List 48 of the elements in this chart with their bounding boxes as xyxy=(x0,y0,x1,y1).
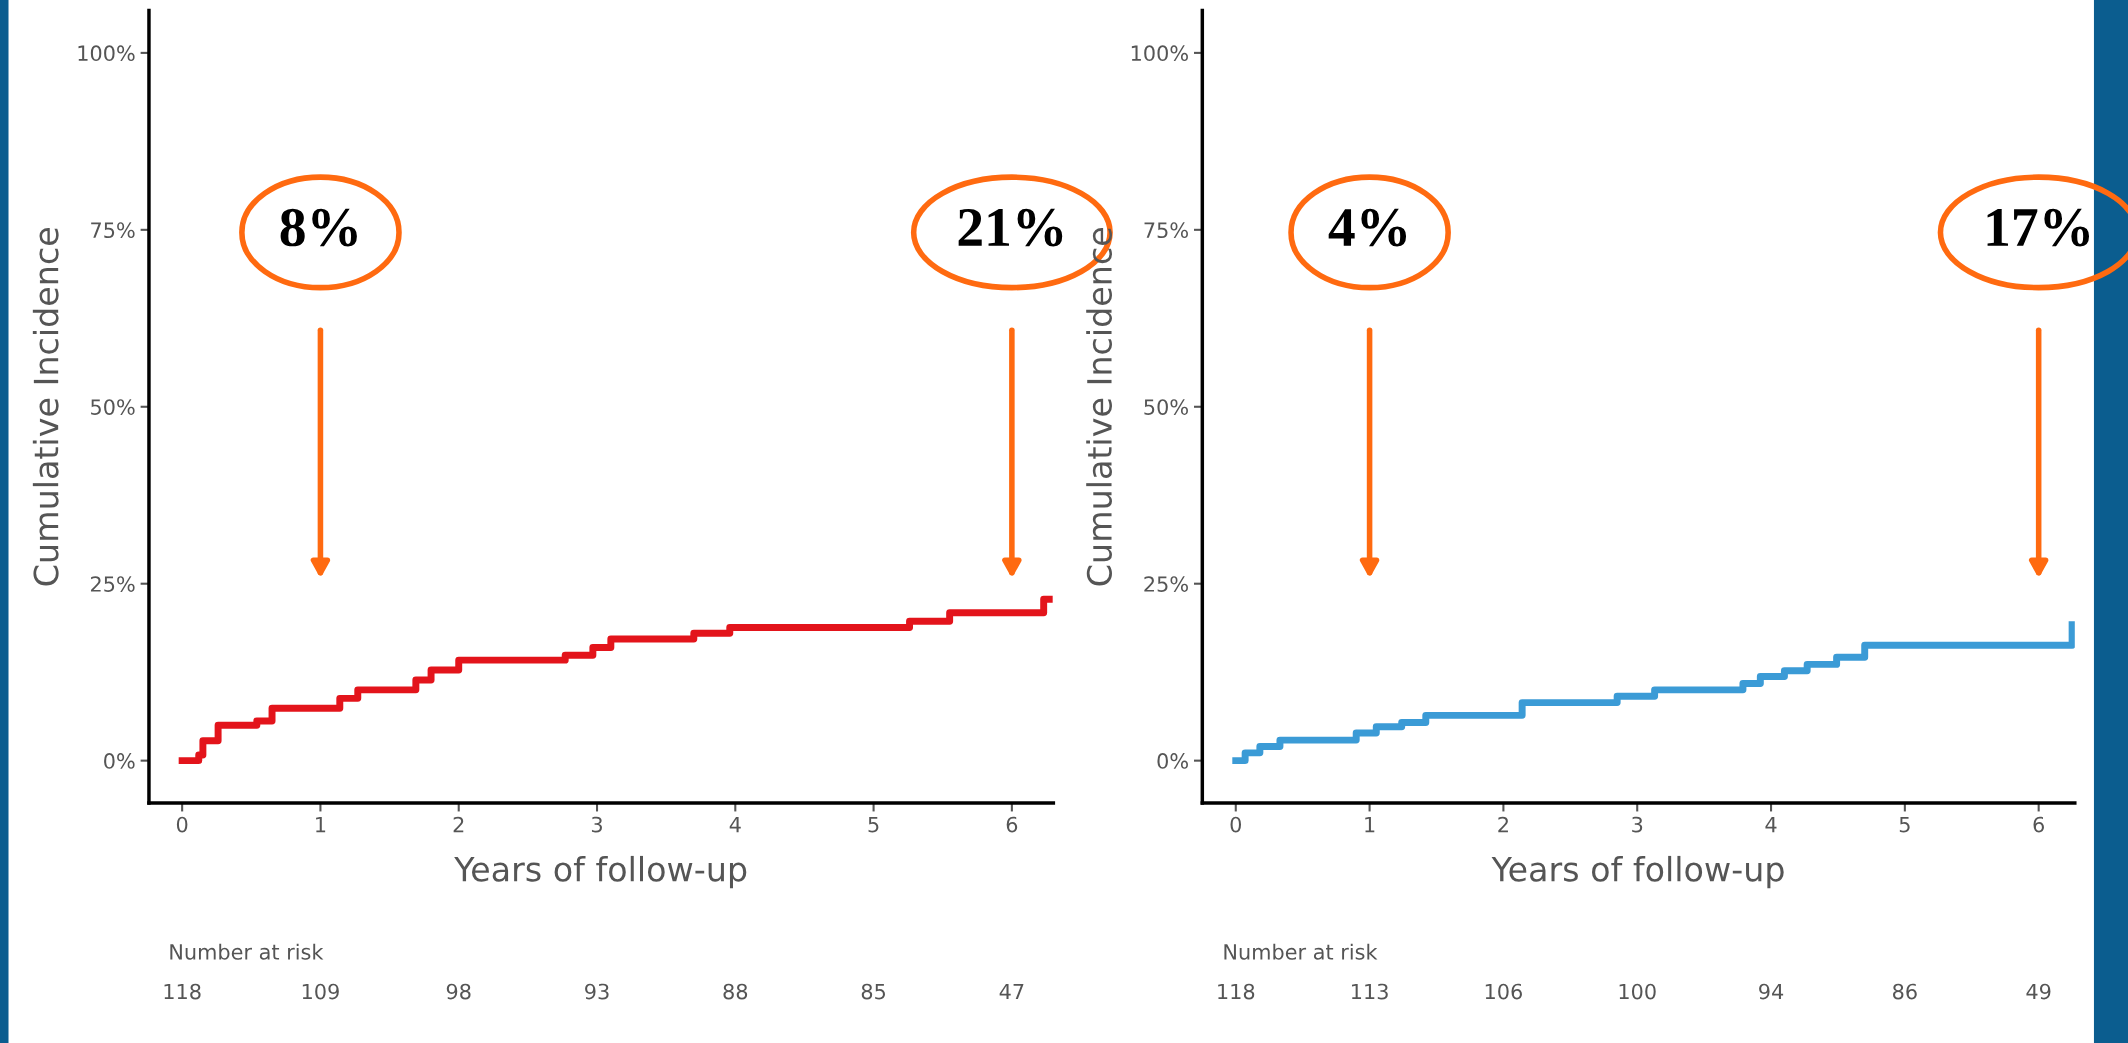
text: 85 xyxy=(861,983,886,1000)
text: 109 xyxy=(302,983,339,1000)
y-tick-label: 50% xyxy=(1144,399,1188,415)
x-tick-label: 0 xyxy=(176,816,188,833)
x-tick-label: 3 xyxy=(591,816,602,833)
y-axis-title: Cumulative Incidence xyxy=(32,228,59,586)
x-tick-label: 6 xyxy=(1006,816,1018,833)
x-tick-label: 2 xyxy=(453,816,464,833)
y-tick-label: 75% xyxy=(91,222,135,239)
text: 118 xyxy=(164,983,201,1000)
annotation: 4% xyxy=(1328,208,1407,247)
x-tick-label: 5 xyxy=(868,816,879,833)
text: 47 xyxy=(999,983,1024,1000)
text: 94 xyxy=(1759,983,1784,1000)
annotation: 17% xyxy=(1987,208,2090,247)
y-tick-label: 25% xyxy=(1144,576,1188,592)
x-tick-label: 2 xyxy=(1498,816,1508,833)
y-tick-label: 100% xyxy=(78,45,135,62)
text: 106 xyxy=(1485,983,1522,1000)
annotation: 21% xyxy=(958,208,1063,247)
y-axis-title: Cumulative Incidence xyxy=(1086,228,1112,586)
text: 93 xyxy=(585,983,609,1000)
text: 100 xyxy=(1619,983,1656,1000)
y-tick-label: 25% xyxy=(90,576,135,592)
x-tick-label: 1 xyxy=(316,816,326,833)
text: 118 xyxy=(1218,983,1255,1000)
x-tick-label: 5 xyxy=(1899,816,1910,833)
y-tick-label: 75% xyxy=(1144,222,1188,239)
y-tick-label: 100% xyxy=(1131,45,1188,62)
x-tick-label: 3 xyxy=(1632,816,1643,833)
text: Number at risk xyxy=(1224,943,1378,960)
text: 98 xyxy=(446,983,471,1000)
x-tick-label: 6 xyxy=(2033,816,2044,833)
y-tick-label: 50% xyxy=(91,399,135,415)
x-tick-label: 4 xyxy=(1765,816,1777,833)
annotation: 8% xyxy=(280,208,357,247)
y-tick-label: 0% xyxy=(1157,753,1188,769)
text: 88 xyxy=(723,983,748,1000)
text: 86 xyxy=(1893,983,1917,1000)
text: Number at risk xyxy=(170,943,324,960)
x-tick-label: 1 xyxy=(1365,816,1375,833)
x-tick-label: 4 xyxy=(729,816,741,833)
text: 49 xyxy=(2026,983,2051,1000)
x-axis-title: Years of follow-up xyxy=(454,855,747,889)
x-axis-title: Years of follow-up xyxy=(1491,855,1784,889)
x-tick-label: 0 xyxy=(1230,816,1242,833)
y-tick-label: 0% xyxy=(104,753,135,769)
text: 113 xyxy=(1352,983,1388,1000)
